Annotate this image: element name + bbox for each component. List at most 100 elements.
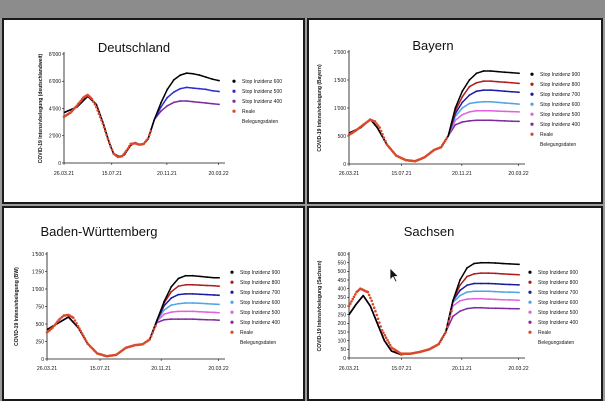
series-point	[205, 102, 208, 104]
observed-point	[375, 313, 379, 317]
x-tick-label: 20.03.22	[508, 366, 528, 372]
observed-point	[97, 112, 101, 115]
legend-label: Stop Inzidenz 800	[540, 82, 580, 88]
observed-point	[370, 299, 373, 303]
chart-svg-sachsen: Sachsen 0 50 100 150 200 250 300 350 400 450 500 550…	[317, 224, 578, 372]
legend-marker	[528, 270, 532, 274]
series-line	[46, 316, 220, 357]
series-point	[184, 310, 187, 313]
y-tick-label: 400	[338, 286, 347, 292]
series-point	[489, 100, 492, 103]
series-point	[454, 107, 457, 109]
x-tick-label: 20.03.22	[208, 366, 228, 372]
series-point	[489, 70, 492, 72]
observed-point	[388, 343, 392, 347]
series-point	[179, 74, 182, 76]
series-point	[487, 261, 490, 264]
series-point	[192, 87, 195, 89]
observed-point	[154, 324, 157, 328]
observed-point	[90, 97, 94, 101]
y-tick-label: 750	[36, 304, 45, 310]
observed-point	[354, 293, 357, 296]
legend-marker	[530, 102, 534, 106]
legend-label: Stop Inzidenz 500	[240, 310, 280, 316]
y-axis-label: COVID-19 Intensivbelegung (Sachsen)	[317, 260, 323, 351]
x-tick-label: 20.11.21	[452, 171, 472, 177]
y-tick-label: 4'000	[49, 106, 61, 112]
observed-point	[347, 304, 351, 308]
series-point	[166, 88, 169, 91]
observed-point	[382, 136, 386, 139]
series-point	[163, 313, 166, 316]
chart-svg-deutschland: Deutschland 0 2'000 4'000 6'000 8'000 26.03.21…	[38, 40, 282, 177]
series-point	[518, 91, 520, 94]
legend-marker	[230, 320, 234, 324]
observed-point	[92, 100, 95, 103]
series-point	[163, 318, 166, 321]
chart-panel-sachsen: Sachsen 0 50 100 150 200 250 300 350 400 450 500 550…	[307, 206, 603, 401]
series-point	[511, 90, 513, 93]
x-tick-label: 15.07.21	[102, 171, 122, 177]
observed-point	[123, 151, 127, 154]
observed-point	[105, 133, 108, 137]
y-axis-label: COVID-19 Intensivbelegung (deutschlandwe…	[38, 53, 44, 163]
legend-label: Stop Inzidenz 500	[242, 89, 282, 95]
series-point	[508, 263, 511, 265]
series-point	[184, 302, 187, 304]
series-point	[206, 302, 209, 305]
series-point	[163, 300, 166, 303]
series-point	[473, 290, 475, 293]
x-tick-label: 15.07.21	[391, 171, 411, 177]
series-point	[503, 110, 506, 113]
observed-point	[51, 326, 54, 329]
series-point	[503, 120, 506, 122]
series-point	[475, 101, 478, 104]
series-point	[177, 318, 180, 320]
series-point	[487, 282, 490, 285]
observed-point	[84, 339, 88, 343]
observed-point	[151, 331, 154, 334]
series-point	[179, 87, 182, 90]
legend-label: Reale	[240, 330, 253, 336]
y-tick-label: 100	[338, 338, 347, 344]
observed-point	[376, 317, 380, 321]
legend-marker	[528, 330, 532, 334]
series-point	[218, 294, 220, 297]
y-tick-label: 250	[338, 312, 347, 318]
series-line	[348, 272, 520, 356]
observed-point	[387, 341, 391, 344]
series-point	[213, 284, 216, 287]
series-point	[170, 290, 173, 293]
series-point	[213, 319, 216, 321]
series-point	[494, 272, 497, 275]
series-point	[480, 306, 483, 309]
series-point	[511, 110, 513, 113]
series-point	[206, 293, 209, 296]
series-point	[511, 71, 513, 74]
y-tick-label: 300	[338, 304, 347, 310]
series-point	[518, 72, 520, 75]
observed-point	[149, 129, 153, 133]
legend-marker	[230, 300, 234, 304]
series-point	[468, 111, 471, 113]
series-point	[466, 307, 468, 310]
y-tick-label: 2'000	[49, 134, 61, 140]
series-point	[185, 72, 188, 74]
chart-panel-deutschland: Deutschland 0 2'000 4'000 6'000 8'000 26.03.21…	[2, 18, 305, 204]
series-point	[218, 311, 220, 314]
series-point	[177, 310, 180, 313]
chart-title: Bayern	[412, 38, 453, 53]
observed-point	[375, 122, 378, 125]
series-point	[489, 119, 492, 122]
observed-point	[101, 122, 105, 125]
series-point	[211, 89, 214, 92]
series-point	[170, 304, 173, 306]
series-point	[170, 297, 173, 299]
series-point	[518, 103, 520, 105]
series-point	[170, 286, 173, 288]
series-point	[511, 81, 513, 84]
observed-point	[73, 319, 77, 322]
series-point	[518, 291, 520, 294]
legend-label: Stop Inzidenz 400	[538, 320, 578, 326]
